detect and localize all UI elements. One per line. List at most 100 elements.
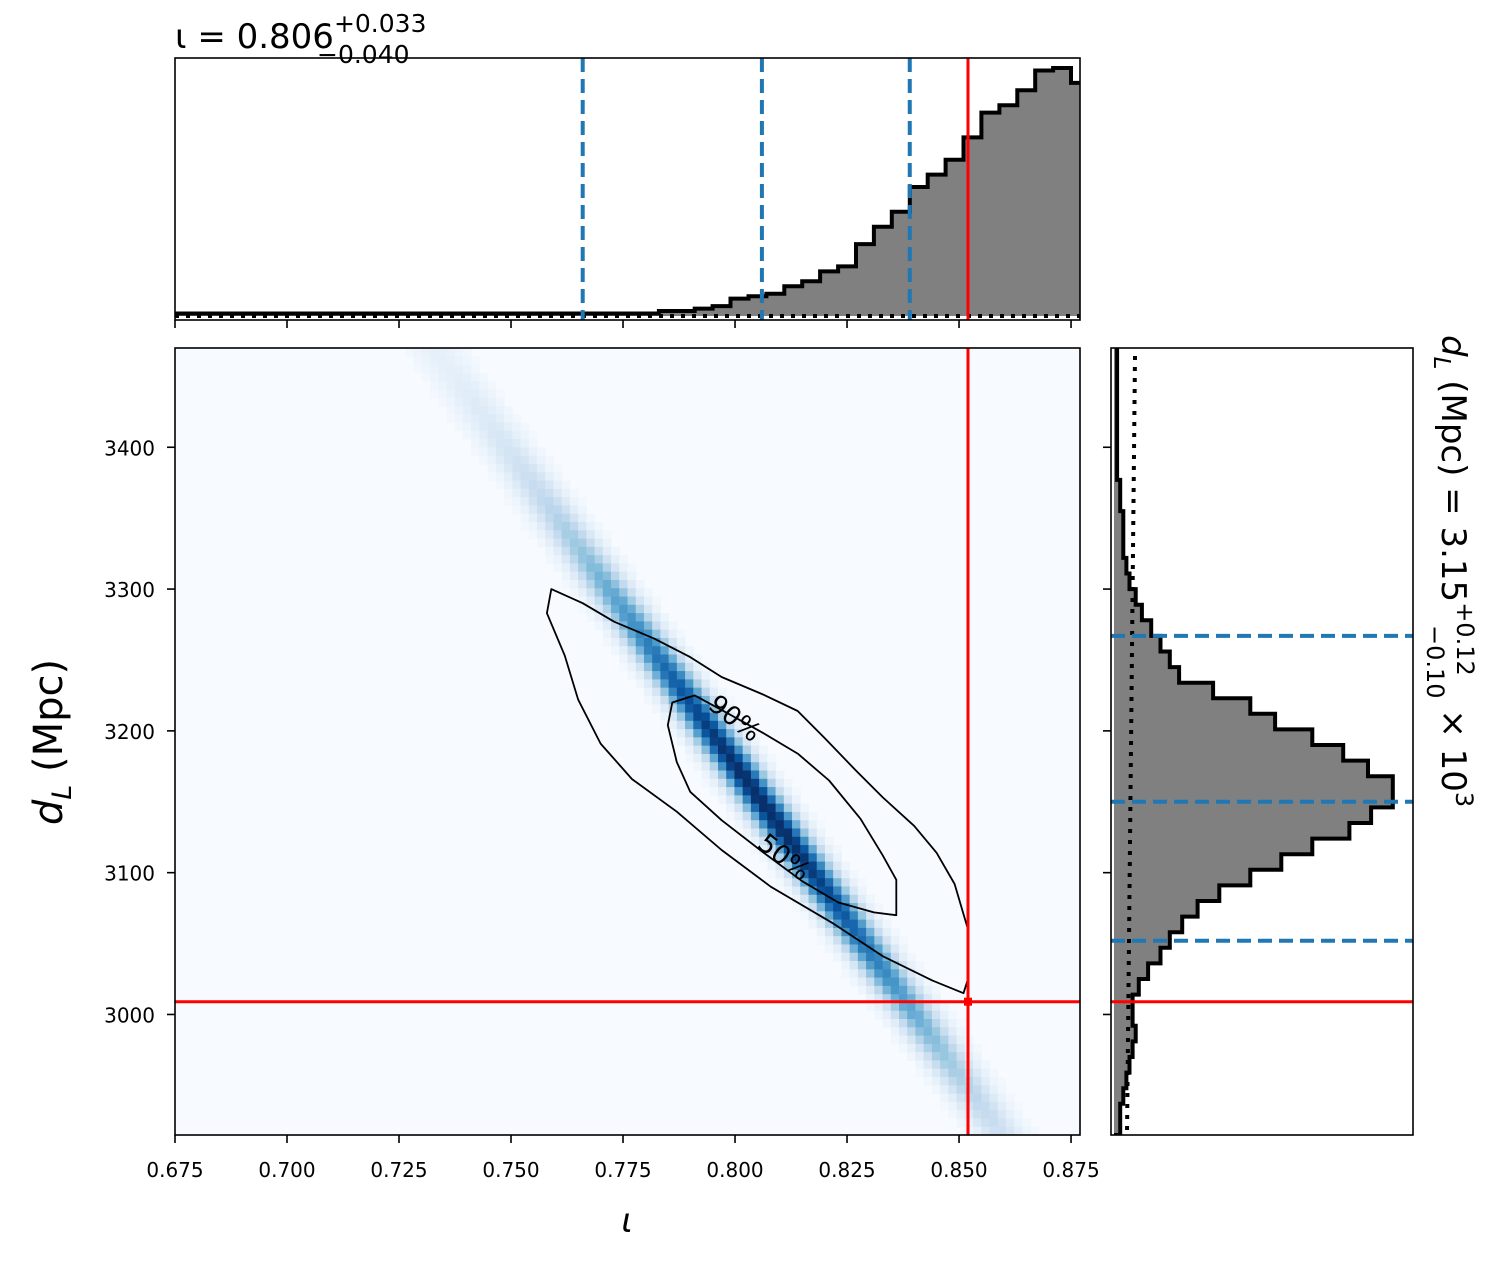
density-cell (635, 654, 645, 664)
side-hist-bar (1114, 947, 1161, 964)
density-cell (742, 729, 752, 738)
density-cell (742, 828, 752, 838)
density-cell (742, 820, 752, 830)
density-cell (948, 1110, 958, 1120)
density-cell (569, 555, 579, 564)
density-cell (586, 571, 596, 581)
density-cell (923, 1052, 933, 1062)
top-hist-bar (1125, 98, 1143, 316)
density-cell (833, 894, 843, 904)
density-cell (824, 927, 834, 937)
density-cell (611, 563, 620, 573)
density-cell (866, 1002, 875, 1012)
density-cell (981, 1110, 991, 1120)
density-cell (471, 422, 481, 432)
density-cell (520, 422, 530, 432)
density-cell (635, 579, 645, 589)
density-cell (504, 488, 513, 498)
density-cell (578, 505, 587, 515)
density-cell (775, 820, 785, 830)
density-cell (948, 1035, 958, 1045)
density-cell (841, 911, 851, 921)
density-cell (824, 886, 834, 896)
density-cell (512, 480, 522, 490)
density-cell (438, 389, 448, 399)
density-cell (841, 961, 851, 970)
density-cell (816, 828, 826, 838)
top-histogram-bars (175, 66, 1501, 316)
density-cell (602, 629, 612, 639)
density-cell (775, 803, 785, 813)
top-hist-bar (1161, 142, 1179, 316)
density-cell (545, 455, 555, 465)
density-cell (619, 596, 629, 606)
density-cell (512, 414, 522, 424)
density-cell (882, 1002, 892, 1012)
density-cell (561, 538, 571, 548)
density-cell (495, 405, 505, 415)
side-hist-bar (1114, 1103, 1121, 1120)
density-cell (940, 1077, 949, 1086)
top-hist-bar (1089, 93, 1107, 316)
density-cell (676, 687, 686, 697)
density-cell (726, 795, 736, 805)
density-cell (709, 704, 719, 714)
top-hist-bar (730, 298, 749, 316)
density-cell (783, 828, 793, 838)
density-cell (915, 994, 925, 1004)
density-cell (718, 720, 727, 730)
density-cell (602, 604, 612, 614)
density-cell (471, 414, 481, 424)
density-cell (479, 439, 489, 449)
density-cell (454, 381, 464, 391)
density-cell (973, 1052, 982, 1062)
density-cell (438, 356, 448, 366)
density-cell (660, 687, 670, 697)
density-cell (701, 778, 711, 788)
top-hist-bar (1429, 311, 1447, 316)
density-cell (750, 803, 760, 813)
density-cell (997, 1110, 1007, 1120)
density-cell (899, 936, 908, 946)
side-hist-bar (1114, 526, 1124, 543)
top-hist-outline (175, 66, 1080, 316)
density-cell (923, 1027, 933, 1037)
side-hist-bar (1114, 885, 1220, 902)
density-cell (619, 579, 629, 589)
density-cell (487, 405, 497, 415)
density-cell (668, 704, 678, 714)
top-hist-bar (963, 137, 982, 316)
density-cell (537, 505, 546, 515)
top-hist-bar (1483, 314, 1501, 316)
top-hist-bar (1304, 291, 1322, 316)
density-cell (611, 596, 620, 606)
y-tick-label: 3100 (104, 862, 155, 886)
density-cell (841, 894, 851, 904)
density-cell (808, 820, 818, 830)
density-cell (652, 687, 662, 697)
density-cell (438, 372, 448, 382)
density-cell (495, 430, 505, 440)
density-cell (973, 1126, 982, 1135)
density-cell (783, 803, 793, 813)
side-histogram-title: dL (Mpc) = 3.15+0.12−0.10 × 103 (1421, 335, 1479, 807)
density-cell (973, 1118, 982, 1128)
density-cell (504, 472, 513, 482)
density-cell (750, 770, 760, 780)
density-cell (528, 505, 538, 515)
density-cell (759, 770, 768, 780)
density-cell (619, 646, 629, 656)
density-cell (413, 348, 423, 357)
density-cell (923, 977, 933, 987)
density-cell (792, 903, 801, 912)
density-cell (857, 886, 867, 896)
x-tick-label: 0.875 (1042, 1158, 1099, 1182)
top-hist-bar (658, 311, 678, 316)
density-cell (882, 919, 892, 929)
side-title-base: d (1433, 335, 1473, 357)
density-cell (940, 1085, 949, 1095)
density-cell (602, 555, 612, 564)
density-cell (734, 720, 744, 730)
density-cell (775, 770, 785, 780)
density-cell (742, 787, 752, 796)
